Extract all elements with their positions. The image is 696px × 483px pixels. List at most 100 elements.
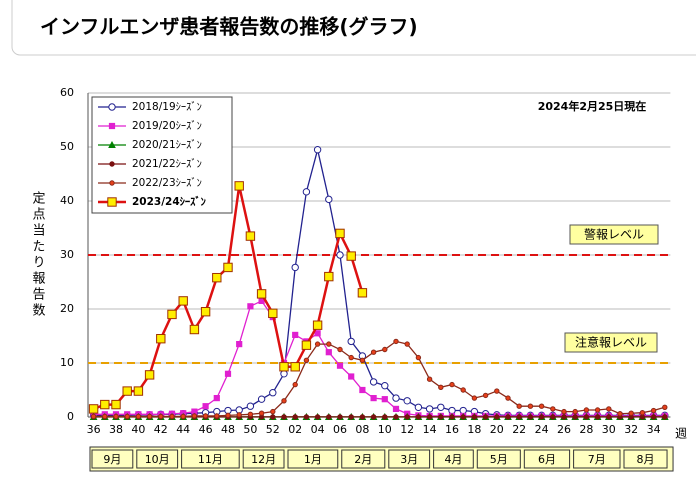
point (335, 228, 345, 239)
point (302, 188, 311, 196)
point (292, 381, 298, 388)
point (314, 330, 321, 337)
point (108, 140, 116, 148)
point (109, 161, 115, 167)
point (178, 296, 188, 306)
month-label: 1月 (304, 453, 322, 466)
point (516, 403, 522, 409)
point (415, 414, 422, 420)
point (256, 289, 267, 299)
point (370, 349, 377, 355)
x-tick-label: 10 (378, 423, 392, 436)
point (617, 411, 623, 417)
point (247, 411, 254, 417)
month-cell (523, 449, 571, 469)
point (438, 384, 444, 390)
month-label: 7月 (588, 453, 606, 466)
point (471, 414, 478, 420)
point (336, 362, 344, 369)
point (337, 414, 343, 420)
point (359, 357, 366, 363)
point (381, 396, 388, 403)
y-tick-label: 30 (60, 248, 74, 261)
point (303, 357, 310, 363)
point (606, 406, 612, 412)
point (312, 320, 323, 330)
legend-label: 2018/19ｼｰｽﾞﾝ (132, 101, 202, 113)
point (200, 307, 211, 317)
month-cell (242, 449, 285, 469)
month-label: 9月 (103, 453, 121, 466)
point (426, 376, 433, 382)
point (269, 389, 277, 397)
x-tick-label: 18 (467, 423, 481, 436)
point (108, 122, 116, 130)
point (236, 412, 242, 418)
point (246, 402, 255, 410)
point (538, 403, 545, 409)
point (314, 414, 321, 420)
point (449, 414, 455, 420)
point (392, 394, 400, 402)
month-cell (181, 449, 240, 469)
point (212, 272, 222, 283)
point (404, 414, 410, 420)
month-cell (623, 449, 668, 469)
reference-label-box (564, 332, 658, 353)
point (382, 414, 388, 420)
point (460, 414, 466, 420)
x-tick-label: 26 (557, 423, 571, 436)
point (336, 251, 344, 259)
reference-label-box (569, 224, 659, 245)
x-tick-label: 48 (221, 423, 235, 436)
point (325, 195, 333, 204)
x-tick-label: 16 (445, 423, 459, 436)
y-tick-label: 60 (60, 86, 74, 99)
point (180, 413, 186, 420)
point (124, 413, 130, 420)
y-tick-label: 10 (60, 356, 74, 369)
point (313, 146, 322, 154)
point (426, 414, 433, 420)
point (550, 406, 556, 412)
point (108, 103, 116, 111)
point (270, 414, 276, 420)
point (213, 395, 220, 402)
point (572, 408, 578, 415)
point (122, 386, 132, 396)
point (234, 181, 244, 191)
point (111, 399, 121, 410)
point (290, 362, 300, 372)
legend-label: 2021/22ｼｰｽﾞﾝ (132, 158, 202, 170)
point (224, 370, 232, 377)
point (169, 413, 175, 420)
point (414, 403, 423, 411)
point (393, 338, 399, 345)
point (280, 370, 288, 378)
x-tick-label: 08 (355, 423, 369, 436)
point (144, 370, 155, 380)
point (359, 414, 366, 420)
point (326, 414, 332, 420)
point (158, 413, 164, 420)
series (88, 181, 368, 414)
point (292, 414, 298, 420)
month-cell (287, 449, 339, 469)
point (359, 386, 366, 394)
point (281, 398, 287, 404)
point (437, 403, 445, 411)
point (550, 414, 556, 420)
month-label: 12月 (251, 453, 276, 466)
point (561, 408, 567, 415)
point (326, 341, 332, 347)
x-tick-label: 22 (512, 423, 526, 436)
point (109, 180, 115, 186)
point (382, 346, 388, 353)
point (347, 337, 355, 346)
x-tick-label: 34 (647, 423, 661, 436)
point (337, 346, 343, 353)
legend-label: 2023/24ｼｰｽﾞﾝ (132, 195, 206, 208)
point (100, 399, 110, 410)
point (281, 414, 287, 420)
x-tick-label: 36 (87, 423, 101, 436)
